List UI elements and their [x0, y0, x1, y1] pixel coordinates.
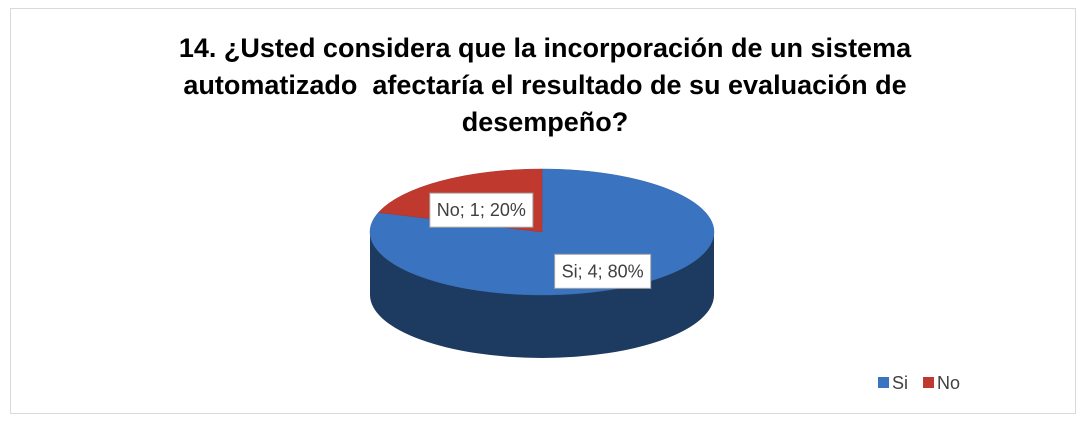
- data-label: No; 1; 20%: [437, 200, 526, 220]
- chart-title: 14. ¿Usted considera que la incorporació…: [178, 33, 919, 137]
- data-label-box: [429, 192, 534, 228]
- legend-label: Si: [892, 373, 908, 393]
- legend-swatch: [878, 377, 889, 388]
- data-label-box: [554, 253, 652, 289]
- data-label: Si; 4; 80%: [562, 261, 644, 281]
- legend-label: No: [937, 373, 960, 393]
- legend-swatch: [923, 377, 935, 388]
- chart-frame: [10, 8, 1076, 414]
